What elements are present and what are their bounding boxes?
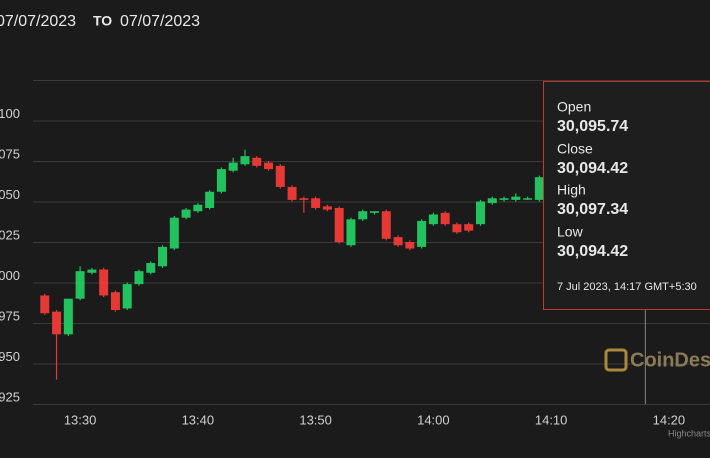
tooltip: Open 30,095.74 Close 30,094.42 High 30,0… [543, 81, 710, 310]
candle-body [311, 198, 321, 208]
tooltip-box [543, 81, 710, 310]
x-tick-label: 13:40 [182, 412, 215, 427]
candle-body [287, 186, 297, 200]
tooltip-label: Close [557, 141, 593, 157]
tooltip-label: Low [557, 224, 584, 240]
tooltip-value: 30,095.74 [557, 118, 628, 135]
x-tick-label: 14:20 [653, 412, 686, 427]
tooltip-value: 30,094.42 [557, 160, 628, 177]
x-tick-label: 13:30 [64, 412, 97, 427]
candle-body [440, 212, 450, 225]
candle-body [52, 311, 62, 335]
candle-body [264, 162, 274, 170]
candle-body [99, 269, 109, 296]
y-tick-label: 30,100 [0, 106, 20, 121]
candle-body [75, 271, 85, 299]
candle-body [322, 206, 332, 210]
candle-body [87, 269, 97, 273]
candle-body [523, 198, 533, 200]
candle-body [240, 156, 250, 165]
y-tick-label: 29,925 [0, 389, 20, 404]
candle-body [252, 157, 262, 166]
y-tick-label: 30,000 [0, 268, 20, 283]
y-tick-label: 29,975 [0, 308, 20, 323]
candle-body [370, 211, 379, 213]
candle-body [228, 162, 238, 171]
candle-body [158, 246, 168, 267]
candle-body [405, 242, 415, 249]
candle-body [122, 284, 132, 309]
candle-body [487, 198, 497, 204]
y-tick-label: 30,075 [0, 146, 20, 161]
tooltip-value: 30,097.34 [557, 201, 628, 218]
candle-body [475, 201, 485, 225]
candle-body [534, 177, 544, 200]
candle-body [464, 224, 474, 231]
x-tick-label: 13:50 [299, 412, 332, 427]
tooltip-label: High [557, 182, 586, 198]
tooltip-value: 30,094.42 [557, 243, 628, 260]
candle-body [63, 298, 73, 335]
to-date: 07/07/2023 [120, 13, 200, 30]
candle-body [216, 169, 226, 192]
candle-body [417, 220, 427, 247]
watermark: CoinDesk [604, 348, 710, 372]
candle-body [299, 198, 309, 200]
watermark-text: CoinDesk [630, 349, 710, 371]
candle-body [428, 214, 438, 225]
from-date: 07/07/2023 [0, 13, 76, 30]
candle-body [334, 207, 344, 242]
candle-body [169, 217, 179, 249]
y-tick-label: 30,050 [0, 187, 20, 202]
candle-body [358, 211, 368, 220]
candle-body [146, 263, 156, 273]
x-tick-label: 14:00 [417, 412, 450, 427]
candle-body [346, 219, 356, 246]
candle-body [181, 209, 191, 218]
candle-body [511, 196, 521, 200]
tooltip-label: Open [557, 99, 591, 115]
candle-body [134, 271, 144, 285]
candle-body [205, 191, 215, 208]
watermark-icon [604, 348, 628, 372]
y-tick-label: 30,025 [0, 227, 20, 242]
candle-body [193, 204, 203, 212]
to-word: TO [93, 13, 112, 29]
candle-body [110, 292, 120, 311]
candle-body [452, 224, 462, 233]
candle-body [381, 211, 391, 239]
x-tick-label: 14:10 [535, 412, 568, 427]
candle-body [393, 237, 403, 246]
candle-body [275, 165, 285, 187]
candle-body [40, 295, 50, 314]
candle-body [499, 198, 509, 200]
credit: Highcharts.com [668, 428, 710, 438]
y-tick-label: 29,950 [0, 349, 20, 364]
tooltip-time: 7 Jul 2023, 14:17 GMT+5:30 [557, 281, 697, 293]
